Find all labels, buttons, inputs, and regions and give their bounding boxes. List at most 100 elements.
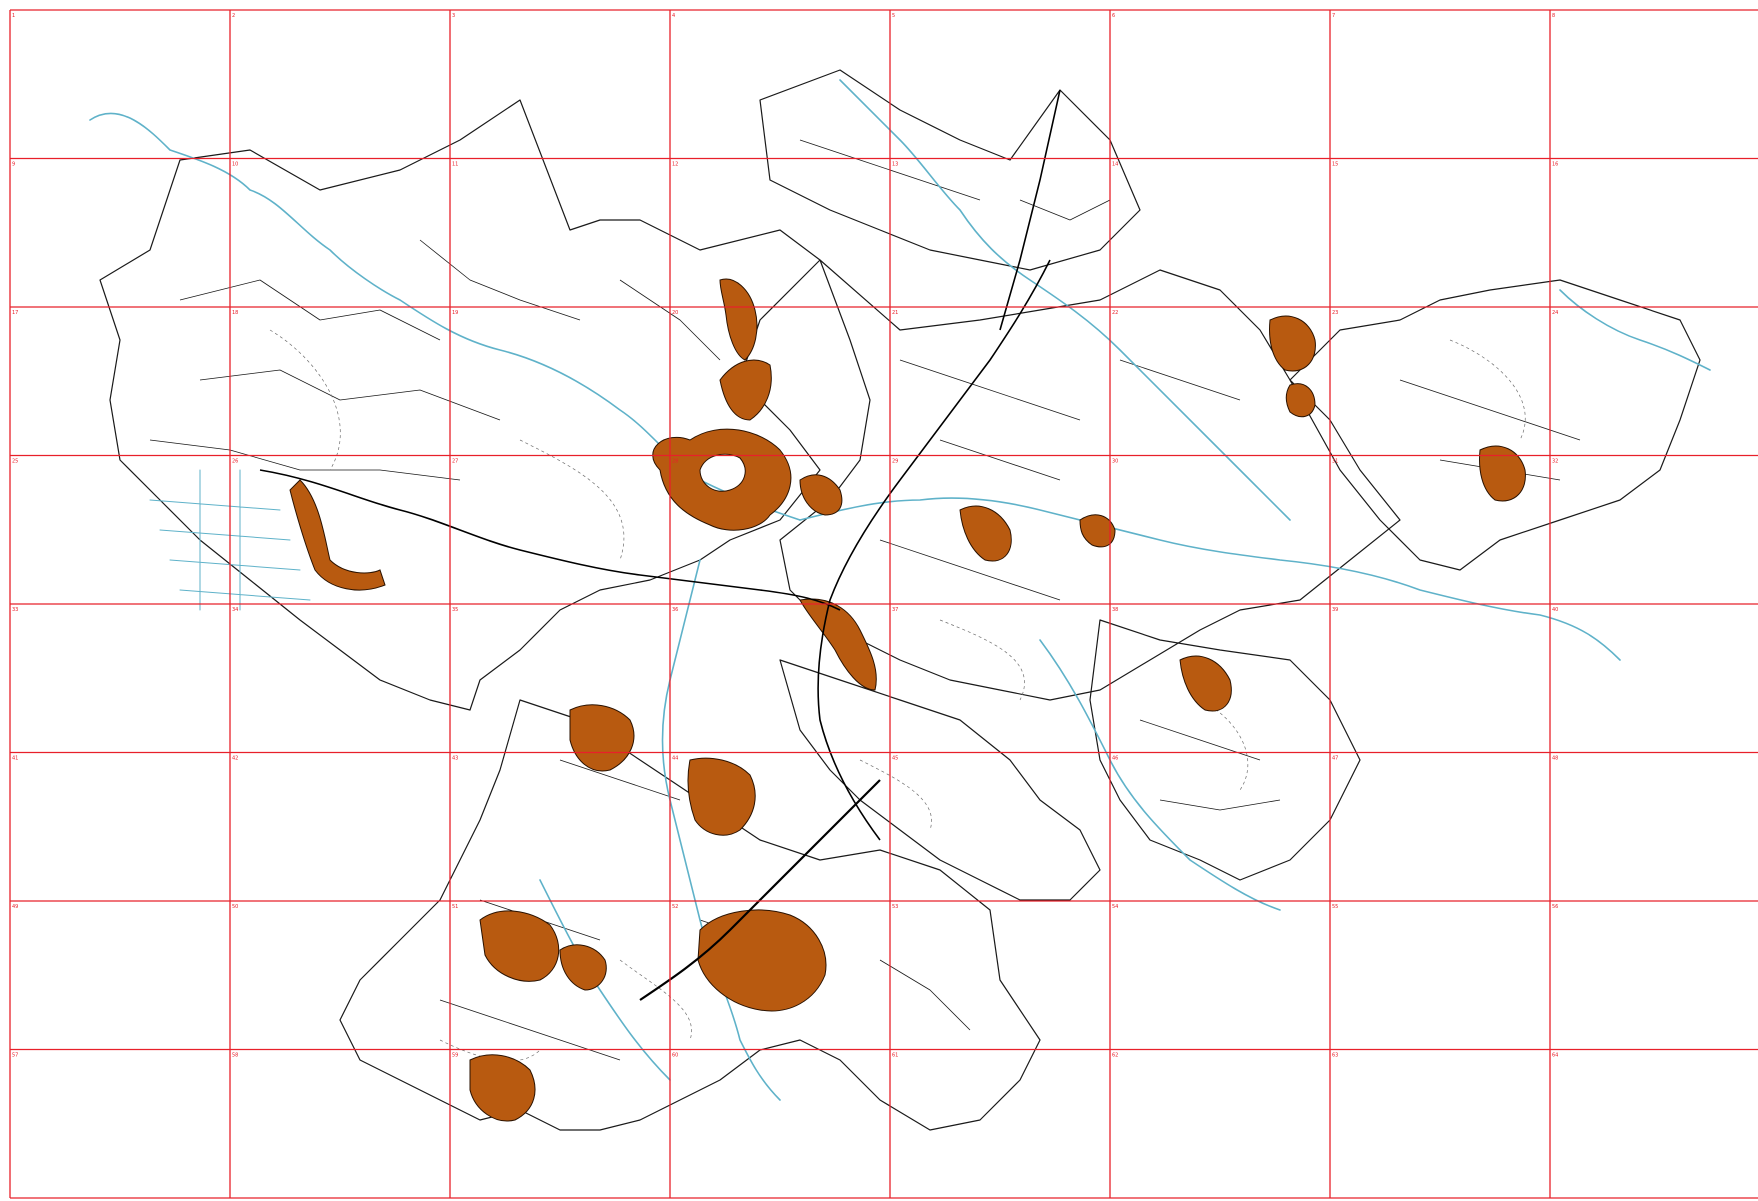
grid-cell-label: 12 bbox=[672, 162, 678, 168]
grid-cell-label: 29 bbox=[892, 459, 898, 465]
grid-cell-label: 53 bbox=[892, 904, 898, 910]
grid-cell-label: 22 bbox=[1112, 310, 1118, 316]
highlight-zone-center-east bbox=[959, 505, 1012, 562]
grid-cell-label: 34 bbox=[232, 607, 238, 613]
river-southeast-branch bbox=[1039, 639, 1281, 911]
highlight-zone-far-southwest bbox=[469, 1054, 536, 1122]
grid-cell-label: 3 bbox=[452, 13, 455, 19]
grid-cell-label: 61 bbox=[892, 1053, 898, 1059]
highlight-zone-south-west bbox=[479, 910, 560, 982]
highlight-zone-east bbox=[1479, 445, 1526, 502]
grid-cell-label: 24 bbox=[1552, 310, 1558, 316]
highlight-zone-southwest-b bbox=[687, 757, 756, 836]
parcel-subdivisions bbox=[149, 139, 1581, 1061]
grid-cell-label: 50 bbox=[232, 904, 238, 910]
grid-cell-label: 10 bbox=[232, 162, 238, 168]
parcel-cluster-south bbox=[339, 699, 1041, 1131]
parcel-cluster-northwest bbox=[99, 99, 821, 711]
grid-cell-label: 13 bbox=[892, 162, 898, 168]
grid-cell-label: 18 bbox=[232, 310, 238, 316]
grid-cell-label: 25 bbox=[12, 459, 18, 465]
grid-cell-label: 57 bbox=[12, 1053, 18, 1059]
highlight-zone-north-east-small bbox=[1285, 383, 1316, 418]
grid-cell-label: 64 bbox=[1552, 1053, 1558, 1059]
grid-cell-label: 30 bbox=[1112, 459, 1118, 465]
grid-cell-label: 23 bbox=[1332, 310, 1338, 316]
grid-cell-label: 31 bbox=[1332, 459, 1338, 465]
grid-cell-label: 39 bbox=[1332, 607, 1338, 613]
parcel-cluster-center-south bbox=[779, 659, 1101, 901]
highlight-zone-south-ring bbox=[697, 909, 827, 1012]
highlight-zone-north-east bbox=[1269, 315, 1316, 372]
river-center bbox=[799, 497, 1621, 661]
grid-cell-label: 26 bbox=[232, 459, 238, 465]
road-main-west bbox=[259, 469, 841, 611]
grid-cell-label: 17 bbox=[12, 310, 18, 316]
highlight-zone-rail bbox=[799, 598, 877, 691]
grid-cell-label: 42 bbox=[232, 756, 238, 762]
river-layer bbox=[89, 79, 1711, 1101]
grid-cell-label: 1 bbox=[12, 13, 15, 19]
highlight-zone-center-small bbox=[799, 474, 843, 516]
grid-cell-label: 55 bbox=[1332, 904, 1338, 910]
highlight-zone-south-west-b bbox=[559, 944, 607, 991]
highlight-zone-center-right bbox=[1179, 655, 1232, 712]
grid-cell-label: 63 bbox=[1332, 1053, 1338, 1059]
highlight-zone-east-center bbox=[1079, 514, 1116, 548]
parcel-cluster-east bbox=[1289, 279, 1701, 571]
grid-cell-label: 6 bbox=[1112, 13, 1115, 19]
grid-cell-label: 16 bbox=[1552, 162, 1558, 168]
grid-cell-label: 48 bbox=[1552, 756, 1558, 762]
grid-cell-label: 45 bbox=[892, 756, 898, 762]
grid-cell-label: 28 bbox=[672, 459, 678, 465]
grid-cell-label: 56 bbox=[1552, 904, 1558, 910]
parcel-cluster-center bbox=[779, 259, 1401, 701]
grid-cell-label: 36 bbox=[672, 607, 678, 613]
highlight-zone-southwest-a bbox=[569, 704, 635, 772]
grid-cell-label: 14 bbox=[1112, 162, 1118, 168]
highlight-zone-center-arm bbox=[719, 359, 772, 421]
grid-cell-label: 19 bbox=[452, 310, 458, 316]
grid-cell-label: 62 bbox=[1112, 1053, 1118, 1059]
highlight-zone-west bbox=[289, 479, 386, 591]
grid-cell-label: 2 bbox=[232, 13, 235, 19]
highlight-zone-upper bbox=[719, 278, 758, 361]
grid-cell-label: 41 bbox=[12, 756, 18, 762]
grid-cell-label: 21 bbox=[892, 310, 898, 316]
grid-cell-label: 15 bbox=[1332, 162, 1338, 168]
grid-cell-label: 20 bbox=[672, 310, 678, 316]
grid-cell-label: 60 bbox=[672, 1053, 678, 1059]
grid-cell-label: 54 bbox=[1112, 904, 1118, 910]
parcel-layer bbox=[99, 69, 1701, 1131]
grid-cell-label: 40 bbox=[1552, 607, 1558, 613]
grid-cell-label: 4 bbox=[672, 13, 675, 19]
road-main-diagonal bbox=[817, 259, 1051, 841]
grid-cell-label: 37 bbox=[892, 607, 898, 613]
grid-cell-label: 7 bbox=[1332, 13, 1335, 19]
river-north-branch bbox=[839, 79, 1291, 521]
grid-cell-label: 58 bbox=[232, 1053, 238, 1059]
river-canal-grid bbox=[149, 469, 311, 611]
river-southwest-branch bbox=[539, 879, 671, 1081]
grid-cell-label: 5 bbox=[892, 13, 895, 19]
grid-cell-label: 49 bbox=[12, 904, 18, 910]
road-layer bbox=[259, 89, 1061, 1001]
grid-cell-label: 38 bbox=[1112, 607, 1118, 613]
river-south-branch bbox=[661, 559, 781, 1101]
grid-cell-label: 32 bbox=[1552, 459, 1558, 465]
parcel-cluster-southeast bbox=[1089, 619, 1361, 881]
parcel-cluster-north bbox=[759, 69, 1141, 271]
grid-cell-label: 51 bbox=[452, 904, 458, 910]
road-north bbox=[999, 89, 1061, 331]
road-railway bbox=[639, 779, 881, 1001]
grid-cell-label: 35 bbox=[452, 607, 458, 613]
grid-cell-label: 44 bbox=[672, 756, 678, 762]
grid-cell-label: 8 bbox=[1552, 13, 1555, 19]
grid-cell-label: 47 bbox=[1332, 756, 1338, 762]
grid-cell-label: 52 bbox=[672, 904, 678, 910]
grid-cell-label: 11 bbox=[452, 162, 458, 168]
